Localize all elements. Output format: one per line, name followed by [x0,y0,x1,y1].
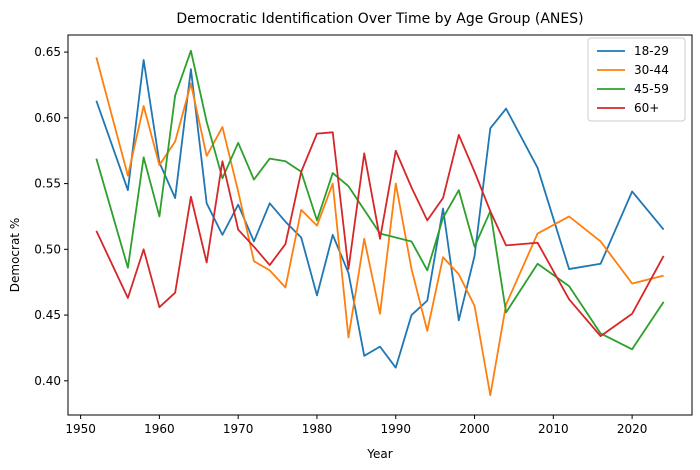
legend-label-45-59: 45-59 [634,82,669,96]
y-axis-title: Democrat % [8,218,22,292]
x-tick-label: 1970 [223,422,254,436]
y-tick-label: 0.45 [34,308,61,322]
x-axis: 1950 1960 1970 1980 1990 2000 2010 2020 [65,415,647,436]
x-tick-label: 1960 [144,422,175,436]
y-axis: 0.40 0.45 0.50 0.55 0.60 0.65 [34,45,68,388]
x-tick-label: 1990 [380,422,411,436]
series-line-45-59 [95,49,665,351]
x-tick-label: 2000 [459,422,490,436]
legend-box [587,37,686,122]
y-tick-label: 0.55 [34,177,61,191]
plot-frame [67,34,693,416]
series-line-30-44 [95,57,664,397]
series-line-18-29 [95,59,665,369]
y-tick-label: 0.60 [34,111,61,125]
x-tick-label: 1950 [65,422,96,436]
legend-label-18-29: 18-29 [634,44,669,58]
y-tick-label: 0.40 [34,374,61,388]
legend-label-30-44: 30-44 [634,63,669,77]
chart-title: Democratic Identification Over Time by A… [176,11,583,27]
y-tick-label: 0.50 [34,242,61,256]
series-line-60+ [95,131,665,338]
series-layer [95,49,665,397]
x-tick-label: 2010 [538,422,569,436]
x-axis-title: Year [366,447,392,461]
y-tick-label: 0.65 [34,45,61,59]
x-tick-label: 2020 [617,422,648,436]
legend-label-60+: 60+ [634,101,659,115]
axes-layer [67,34,693,416]
legend: 18-29 30-44 45-59 60+ [587,37,686,122]
x-tick-label: 1980 [302,422,333,436]
